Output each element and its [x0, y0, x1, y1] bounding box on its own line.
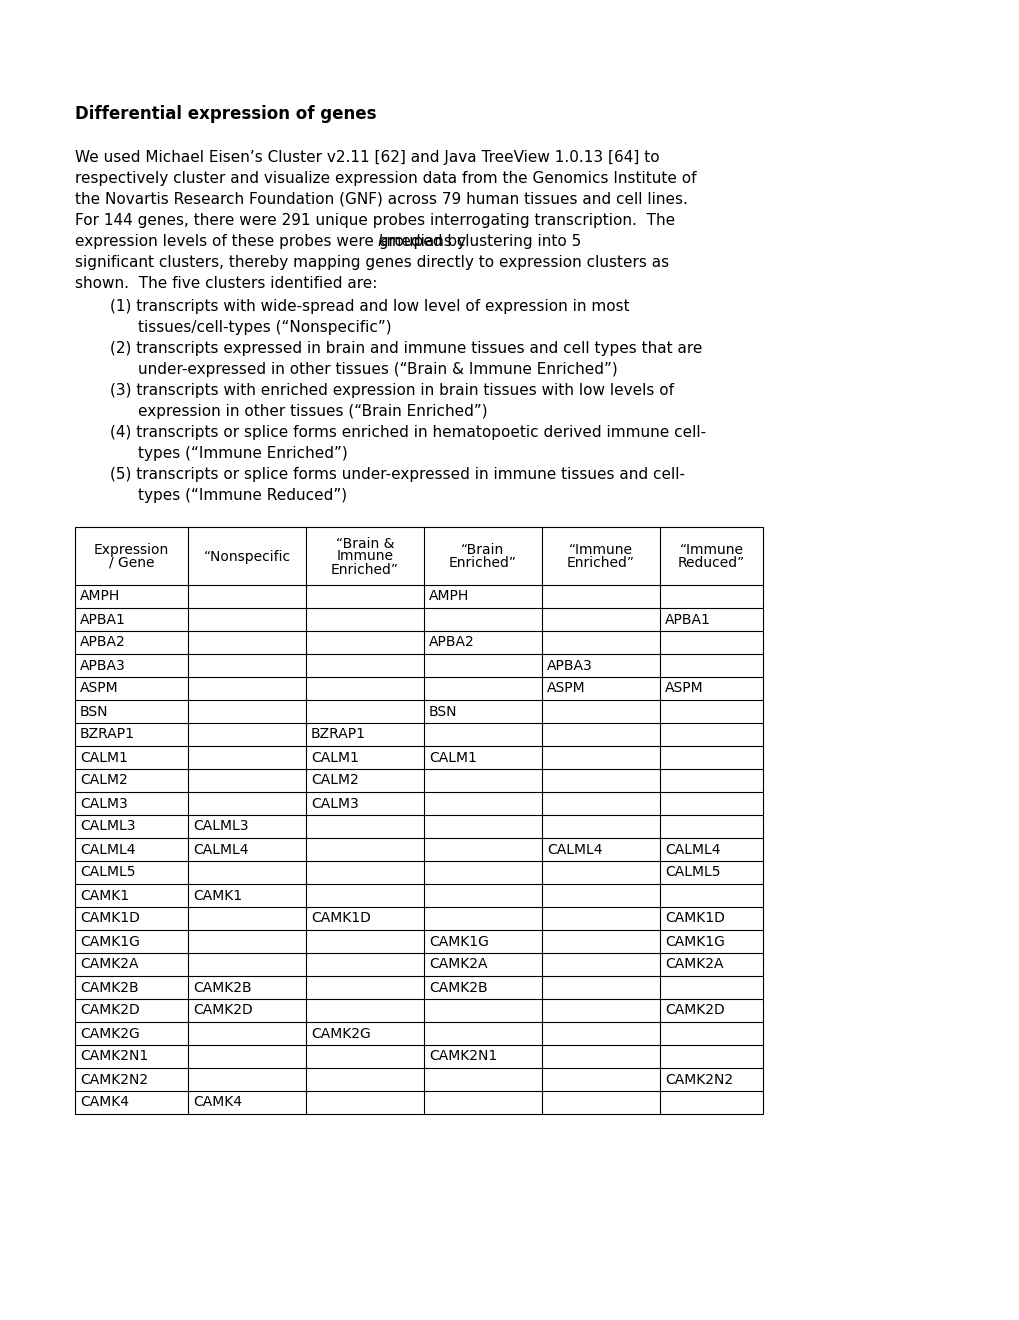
Text: (5) transcripts or splice forms under-expressed in immune tissues and cell-: (5) transcripts or splice forms under-ex…: [110, 467, 685, 482]
Text: Enriched”: Enriched”: [331, 562, 398, 577]
Text: Expression: Expression: [94, 543, 169, 557]
Text: Enriched”: Enriched”: [567, 556, 635, 570]
Text: “Brain: “Brain: [461, 543, 504, 557]
Text: APBA1: APBA1: [79, 612, 125, 627]
Text: AMPH: AMPH: [429, 590, 469, 603]
Text: APBA3: APBA3: [79, 659, 125, 672]
Text: CALML3: CALML3: [193, 820, 249, 833]
Text: k: k: [377, 234, 386, 249]
Text: CALML4: CALML4: [79, 842, 136, 857]
Text: BSN: BSN: [429, 705, 458, 718]
Text: ASPM: ASPM: [546, 681, 585, 696]
Text: expression levels of these probes were grouped by: expression levels of these probes were g…: [75, 234, 471, 249]
Text: CALM1: CALM1: [311, 751, 359, 764]
Text: CALM2: CALM2: [311, 774, 359, 788]
Text: Reduced”: Reduced”: [678, 556, 745, 570]
Text: CAMK2B: CAMK2B: [193, 981, 252, 994]
Text: CALM3: CALM3: [311, 796, 359, 810]
Text: For 144 genes, there were 291 unique probes interrogating transcription.  The: For 144 genes, there were 291 unique pro…: [75, 213, 675, 228]
Text: CAMK1: CAMK1: [193, 888, 242, 903]
Text: Immune: Immune: [336, 549, 393, 564]
Text: CALM1: CALM1: [79, 751, 127, 764]
Text: CALML4: CALML4: [664, 842, 719, 857]
Text: under-expressed in other tissues (“Brain & Immune Enriched”): under-expressed in other tissues (“Brain…: [138, 362, 618, 378]
Text: (3) transcripts with enriched expression in brain tissues with low levels of: (3) transcripts with enriched expression…: [110, 383, 674, 399]
Text: CAMK2N1: CAMK2N1: [79, 1049, 148, 1064]
Text: “Immune: “Immune: [679, 543, 743, 557]
Text: CAMK1G: CAMK1G: [429, 935, 488, 949]
Text: Enriched”: Enriched”: [448, 556, 517, 570]
Text: “Immune: “Immune: [569, 543, 633, 557]
Text: / Gene: / Gene: [109, 556, 154, 570]
Text: CAMK1D: CAMK1D: [311, 912, 371, 925]
Text: APBA2: APBA2: [79, 635, 125, 649]
Bar: [75, 527, 762, 1114]
Text: CAMK4: CAMK4: [193, 1096, 242, 1110]
Text: CAMK2G: CAMK2G: [79, 1027, 140, 1040]
Text: CAMK4: CAMK4: [79, 1096, 128, 1110]
Text: CALM2: CALM2: [79, 774, 127, 788]
Text: expression in other tissues (“Brain Enriched”): expression in other tissues (“Brain Enri…: [138, 404, 487, 418]
Text: CALML4: CALML4: [193, 842, 249, 857]
Text: CAMK2A: CAMK2A: [664, 957, 722, 972]
Text: CALM1: CALM1: [429, 751, 477, 764]
Text: CALML5: CALML5: [664, 866, 719, 879]
Text: CAMK2D: CAMK2D: [79, 1003, 140, 1018]
Text: types (“Immune Reduced”): types (“Immune Reduced”): [138, 488, 346, 503]
Text: the Novartis Research Foundation (GNF) across 79 human tissues and cell lines.: the Novartis Research Foundation (GNF) a…: [75, 191, 687, 207]
Text: ASPM: ASPM: [664, 681, 703, 696]
Text: CALM3: CALM3: [79, 796, 127, 810]
Text: CALML4: CALML4: [546, 842, 602, 857]
Text: CALML5: CALML5: [79, 866, 136, 879]
Text: APBA2: APBA2: [429, 635, 474, 649]
Text: (4) transcripts or splice forms enriched in hematopoetic derived immune cell-: (4) transcripts or splice forms enriched…: [110, 425, 705, 440]
Text: CAMK2N2: CAMK2N2: [664, 1072, 733, 1086]
Text: CAMK1D: CAMK1D: [664, 912, 725, 925]
Text: APBA1: APBA1: [664, 612, 710, 627]
Text: BZRAP1: BZRAP1: [311, 727, 366, 742]
Text: BZRAP1: BZRAP1: [79, 727, 135, 742]
Text: -medians clustering into 5: -medians clustering into 5: [381, 234, 581, 249]
Text: APBA3: APBA3: [546, 659, 592, 672]
Text: CAMK1G: CAMK1G: [664, 935, 725, 949]
Text: CAMK2B: CAMK2B: [79, 981, 139, 994]
Text: CAMK1: CAMK1: [79, 888, 129, 903]
Text: CAMK2B: CAMK2B: [429, 981, 487, 994]
Text: CAMK2N2: CAMK2N2: [79, 1072, 148, 1086]
Text: tissues/cell-types (“Nonspecific”): tissues/cell-types (“Nonspecific”): [138, 319, 391, 335]
Text: (1) transcripts with wide-spread and low level of expression in most: (1) transcripts with wide-spread and low…: [110, 300, 629, 314]
Text: shown.  The five clusters identified are:: shown. The five clusters identified are:: [75, 276, 377, 290]
Text: BSN: BSN: [79, 705, 108, 718]
Text: CAMK2D: CAMK2D: [193, 1003, 253, 1018]
Text: (2) transcripts expressed in brain and immune tissues and cell types that are: (2) transcripts expressed in brain and i…: [110, 341, 702, 356]
Text: CAMK1G: CAMK1G: [79, 935, 140, 949]
Text: CALML3: CALML3: [79, 820, 136, 833]
Text: CAMK2N1: CAMK2N1: [429, 1049, 497, 1064]
Text: significant clusters, thereby mapping genes directly to expression clusters as: significant clusters, thereby mapping ge…: [75, 255, 668, 271]
Text: CAMK2D: CAMK2D: [664, 1003, 725, 1018]
Text: CAMK2A: CAMK2A: [429, 957, 487, 972]
Text: CAMK2A: CAMK2A: [79, 957, 139, 972]
Text: “Nonspecific: “Nonspecific: [203, 549, 290, 564]
Text: Differential expression of genes: Differential expression of genes: [75, 106, 376, 123]
Text: CAMK2G: CAMK2G: [311, 1027, 370, 1040]
Text: “Brain &: “Brain &: [335, 536, 393, 550]
Text: types (“Immune Enriched”): types (“Immune Enriched”): [138, 446, 347, 461]
Text: CAMK1D: CAMK1D: [79, 912, 140, 925]
Text: AMPH: AMPH: [79, 590, 120, 603]
Text: ASPM: ASPM: [79, 681, 118, 696]
Text: We used Michael Eisen’s Cluster v2.11 [62] and Java TreeView 1.0.13 [64] to: We used Michael Eisen’s Cluster v2.11 [6…: [75, 150, 659, 165]
Text: respectively cluster and visualize expression data from the Genomics Institute o: respectively cluster and visualize expre…: [75, 172, 696, 186]
